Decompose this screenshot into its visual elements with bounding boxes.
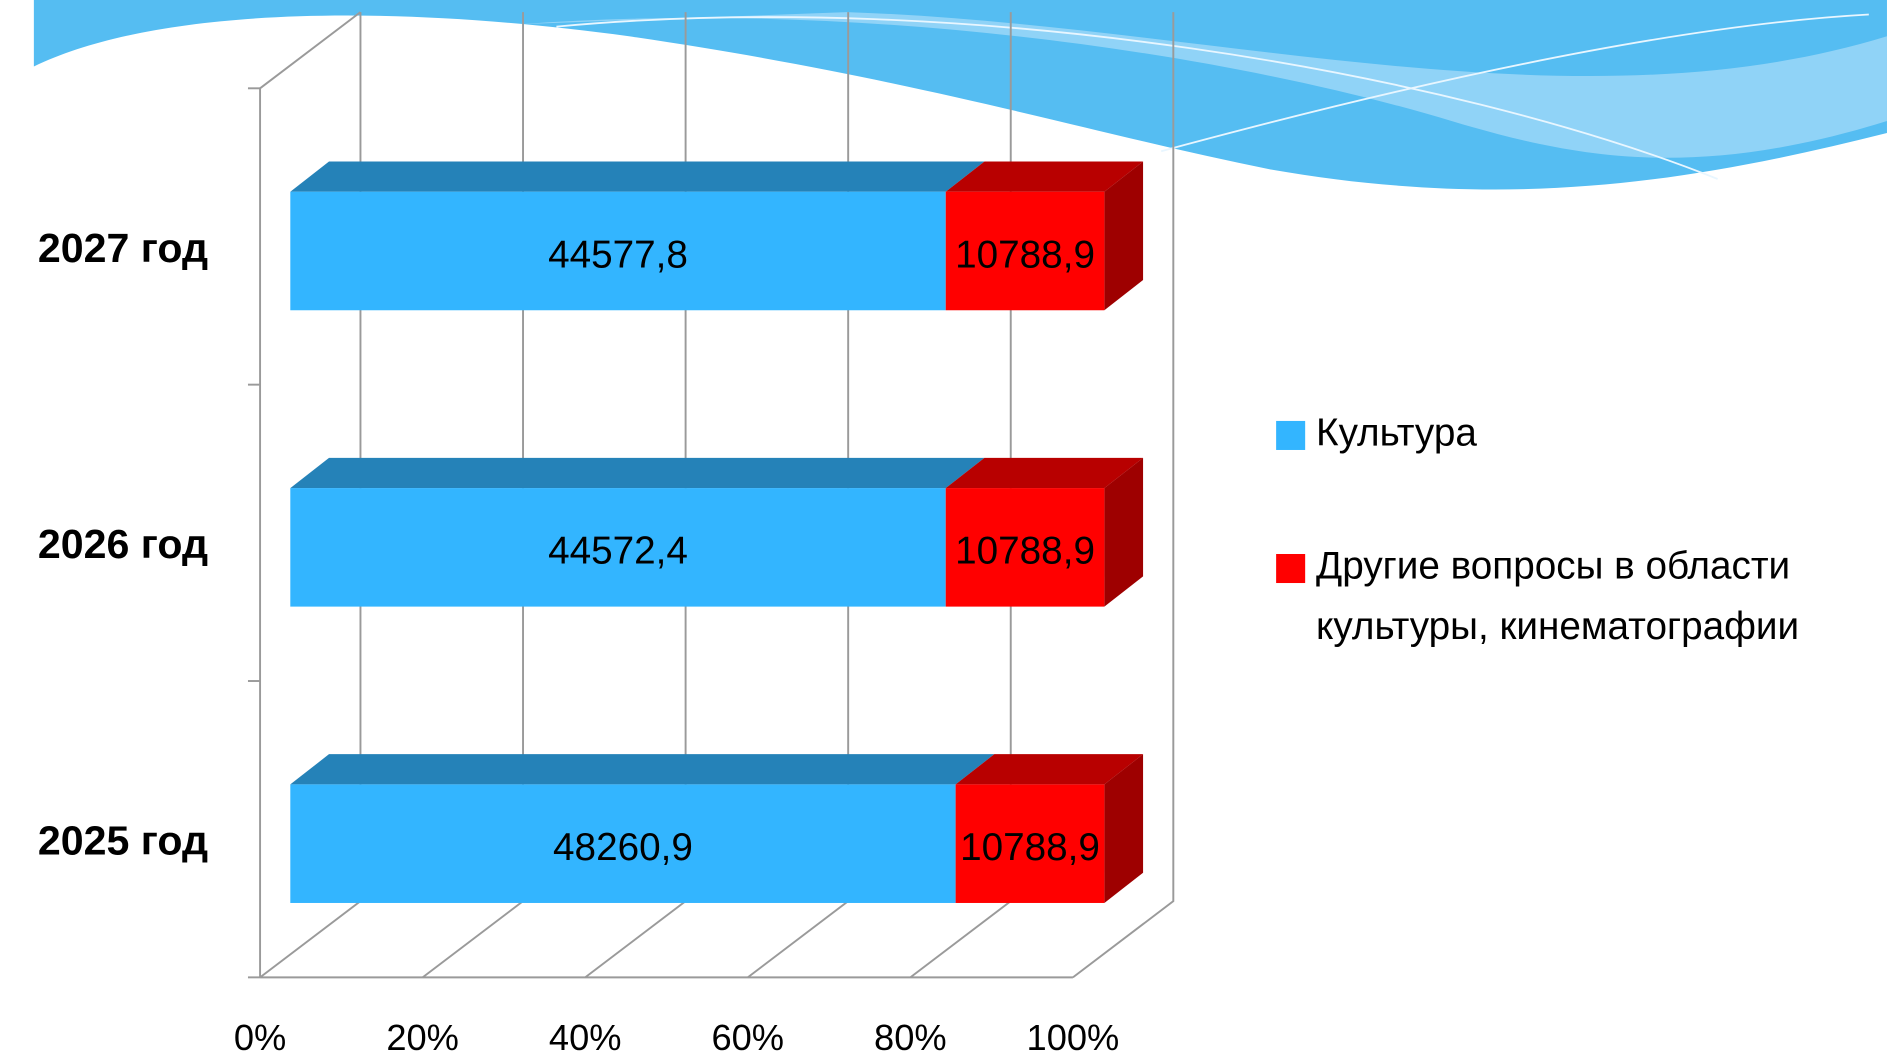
bar <box>955 754 1144 903</box>
bar <box>290 457 985 607</box>
x-tick-label: 100% <box>1027 1017 1120 1055</box>
x-tick-label: 20% <box>386 1017 459 1055</box>
y-tick-label: 2025 год <box>38 818 208 864</box>
x-tick-label: 40% <box>549 1017 622 1055</box>
grid-line <box>1072 12 1175 979</box>
data-label: 44572,4 <box>548 530 688 573</box>
axis-wall <box>259 11 362 978</box>
data-label: 10788,9 <box>955 233 1095 276</box>
data-label: 44577,8 <box>548 233 688 276</box>
y-tick-label: 2026 год <box>38 521 208 567</box>
bar-top <box>945 161 1144 192</box>
data-label: 10788,9 <box>960 826 1100 869</box>
bar <box>290 754 995 903</box>
bar-front <box>955 784 1105 903</box>
bar-top <box>290 161 985 192</box>
data-label: 48260,9 <box>553 826 693 869</box>
legend-label: Другие вопросы в области культуры, кинема… <box>1316 545 1799 648</box>
bar-side <box>1104 161 1144 311</box>
bar-front <box>290 191 946 311</box>
legend-label: Культура <box>1316 412 1477 455</box>
legend-swatch <box>1276 420 1306 450</box>
wave-background <box>33 0 1887 190</box>
bar-top <box>290 457 985 489</box>
data-label: 10788,9 <box>955 530 1095 573</box>
bar-top <box>290 754 995 785</box>
bar <box>945 457 1144 607</box>
x-tick-label: 80% <box>874 1017 947 1055</box>
x-tick-label: 0% <box>234 1017 286 1055</box>
bar <box>290 161 985 311</box>
x-tick-label: 60% <box>711 1017 784 1055</box>
bar-side <box>1104 457 1144 607</box>
bar-front <box>290 488 946 607</box>
y-tick-label: 2027 год <box>38 225 208 271</box>
bar-front <box>945 191 1105 311</box>
bar-front <box>945 488 1105 607</box>
bar-front <box>290 784 956 903</box>
bar-side <box>1104 754 1144 903</box>
chart-area: 0% 20% 40% 60% 80% 100% 2025 год 48260,9 10788,9… <box>33 0 1887 1055</box>
legend-swatch <box>1276 553 1306 584</box>
wave-line <box>556 13 1869 180</box>
bar-top <box>945 457 1144 489</box>
bar-top <box>955 754 1144 785</box>
bar <box>945 161 1144 311</box>
